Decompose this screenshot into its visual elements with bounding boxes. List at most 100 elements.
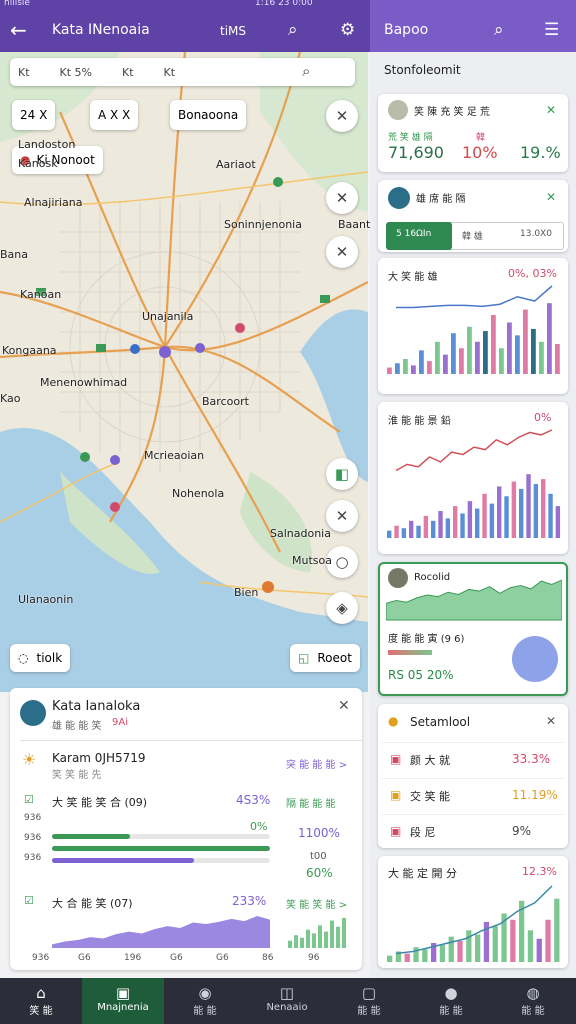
search-button[interactable]: ⌕: [288, 20, 298, 40]
stat-value: 19.%: [520, 143, 561, 162]
row-label: 交 笑 能: [410, 790, 450, 803]
stat-label: 荒 笑 雄 隔: [388, 133, 433, 143]
nav-item[interactable]: ▣ Mnajnenia: [82, 978, 164, 1024]
nav-item[interactable]: ◫ Nenaaio: [246, 978, 328, 1024]
check-icon: ☑: [24, 894, 34, 907]
side-search[interactable]: ⌕: [494, 20, 504, 40]
map-action[interactable]: ✕: [326, 500, 358, 532]
card-value: RS 05 20%: [388, 668, 454, 682]
bar: [324, 931, 328, 948]
search-icon[interactable]: ⌕: [302, 62, 311, 80]
settings-button[interactable]: ⚙: [340, 20, 356, 40]
list-card: [378, 704, 568, 848]
map-action[interactable]: ◧: [326, 458, 358, 490]
map-action[interactable]: ◈: [326, 592, 358, 624]
filter-chip[interactable]: A X X: [90, 100, 139, 130]
bar: [539, 341, 544, 374]
bar: [533, 484, 539, 538]
side-header: [370, 0, 576, 52]
bar: [423, 515, 429, 538]
map-label: Baant: [338, 218, 371, 231]
progress-bar: [52, 834, 131, 839]
bar: [491, 314, 496, 374]
nav-item[interactable]: ▢ 能 能: [328, 978, 410, 1024]
close-button[interactable]: ✕: [546, 103, 557, 117]
nav-label: 能 能: [439, 1006, 463, 1017]
progress-bar: [52, 858, 194, 863]
bar: [515, 335, 520, 374]
tab-active[interactable]: [386, 222, 452, 250]
line: [395, 885, 553, 955]
row-icon: ☀: [22, 750, 37, 769]
bar: [459, 348, 464, 374]
stat-value: 10%: [462, 143, 498, 162]
map-label: Landoston: [18, 138, 76, 151]
tab-label[interactable]: 13.0X0: [520, 229, 552, 239]
pin-chip[interactable]: ● Ki Nonoot: [12, 146, 103, 174]
fab[interactable]: [512, 636, 558, 682]
back-button[interactable]: ←: [10, 18, 27, 42]
bar: [504, 496, 509, 538]
map-label: Barcoort: [202, 395, 249, 408]
map-action[interactable]: ✕: [326, 236, 358, 268]
search-bar[interactable]: Kt Kt 5% Kt Kt: [10, 58, 355, 86]
nav-item[interactable]: ◉ 能 能: [164, 978, 246, 1024]
bar: [435, 341, 440, 374]
info-tag: 9Ai: [112, 717, 128, 728]
close-button[interactable]: ✕: [546, 190, 557, 204]
map-button[interactable]: ◱ Roeot: [290, 644, 360, 672]
chart-card: [378, 856, 568, 968]
bar: [483, 331, 488, 374]
bar: [416, 525, 421, 538]
card-title: 淮 能 能 景 鉛: [388, 416, 451, 427]
section-title: 大 合 能 笑 (07): [52, 897, 133, 910]
area: [52, 916, 270, 948]
section-side-title: 隔 能 能 能: [286, 799, 336, 810]
filter-chip[interactable]: 24 X: [12, 100, 56, 130]
bar: [445, 518, 451, 538]
x-label: 936: [32, 953, 49, 963]
nav-item[interactable]: ● 能 能: [410, 978, 492, 1024]
tab-label[interactable]: 韓 雄: [462, 232, 483, 242]
map-label: Bana: [0, 248, 28, 261]
bar: [342, 918, 346, 948]
x-label: 96: [308, 953, 320, 963]
side-menu[interactable]: ☰: [544, 20, 560, 40]
bar: [422, 949, 428, 962]
nav-item[interactable]: ◍ 能 能: [492, 978, 574, 1024]
map-button[interactable]: ◌ tiolk: [10, 644, 71, 672]
filter-chip[interactable]: Bonaoona: [170, 100, 247, 130]
status-left: hilisie: [4, 0, 30, 8]
map-label: Bien: [234, 586, 259, 599]
bar: [318, 925, 322, 948]
row-divider: [382, 814, 564, 815]
area-chart: [386, 579, 562, 621]
section-side-value: 1100%: [298, 826, 340, 840]
card-title: 大 笑 能 雄: [388, 272, 438, 283]
map-action[interactable]: ✕: [326, 182, 358, 214]
bar: [466, 930, 472, 962]
bar: [519, 488, 524, 538]
bar: [499, 348, 504, 374]
row-title: Karam 0JH5719: [52, 751, 146, 765]
tab-label[interactable]: 5 16ΩIn: [396, 229, 432, 239]
map-action[interactable]: ✕: [326, 100, 358, 132]
progress-track: [52, 834, 270, 839]
mini-chart: [387, 285, 560, 374]
icon: [388, 187, 410, 209]
bar: [467, 326, 472, 374]
map-label: Alnajiriana: [24, 196, 83, 209]
row-link[interactable]: 突 能 能 能 >: [286, 760, 348, 771]
nav-icon: ▣: [115, 984, 131, 1002]
close-button[interactable]: ✕: [546, 714, 557, 728]
bar: [294, 935, 298, 948]
map-label: Nohenola: [172, 487, 225, 500]
nav-item[interactable]: ⌂ 笑 能: [0, 978, 82, 1024]
bar: [453, 506, 458, 538]
bar: [511, 481, 517, 538]
map-action[interactable]: ○: [326, 546, 358, 578]
bar: [482, 493, 487, 538]
bar: [330, 920, 334, 948]
close-button[interactable]: ✕: [338, 698, 350, 714]
pin-chip-label: Ki Nonoot: [36, 153, 95, 167]
